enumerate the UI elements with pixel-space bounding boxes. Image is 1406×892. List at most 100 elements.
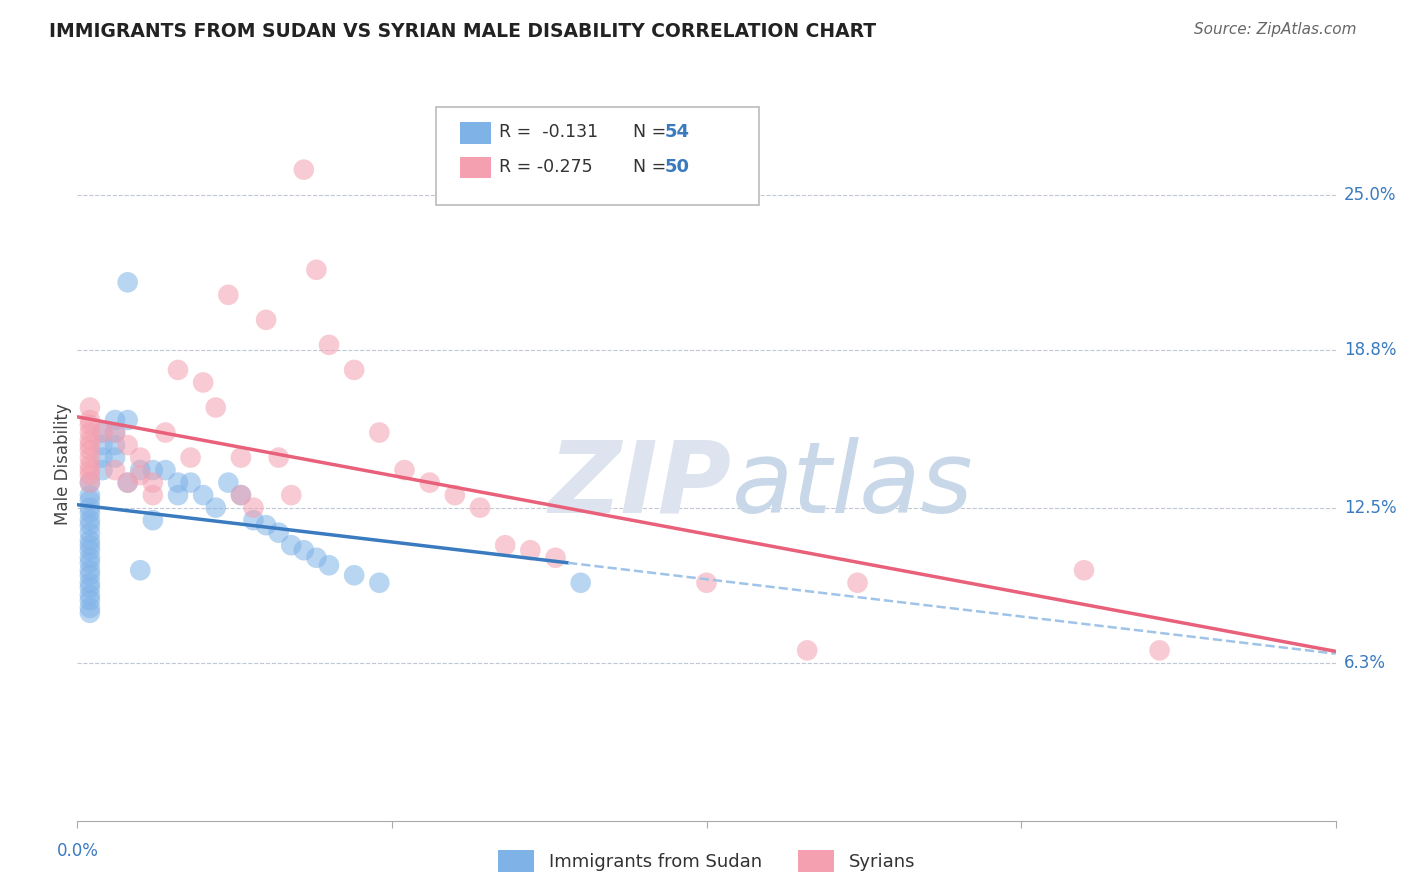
Point bbox=[204, 401, 226, 415]
Text: IMMIGRANTS FROM SUDAN VS SYRIAN MALE DISABILITY CORRELATION CHART: IMMIGRANTS FROM SUDAN VS SYRIAN MALE DIS… bbox=[49, 22, 876, 41]
Point bbox=[368, 425, 391, 440]
Text: 25.0%: 25.0% bbox=[1344, 186, 1396, 203]
Point bbox=[79, 450, 101, 465]
Point bbox=[254, 313, 277, 327]
Point bbox=[191, 376, 215, 390]
Point bbox=[91, 438, 114, 452]
Point bbox=[180, 475, 202, 490]
Point bbox=[544, 550, 567, 565]
Point bbox=[292, 162, 315, 177]
Text: 18.8%: 18.8% bbox=[1344, 341, 1396, 359]
Point bbox=[242, 513, 264, 527]
Point bbox=[79, 518, 101, 533]
Point bbox=[79, 543, 101, 558]
Point bbox=[79, 575, 101, 590]
Point bbox=[79, 563, 101, 577]
Y-axis label: Male Disability: Male Disability bbox=[53, 403, 72, 524]
Point bbox=[104, 463, 127, 477]
Text: 54: 54 bbox=[665, 123, 690, 141]
Point bbox=[318, 338, 340, 352]
Point bbox=[167, 363, 190, 377]
Point bbox=[167, 475, 190, 490]
Point bbox=[229, 450, 252, 465]
Legend: Immigrants from Sudan, Syrians: Immigrants from Sudan, Syrians bbox=[491, 843, 922, 880]
Point bbox=[280, 538, 302, 552]
Point bbox=[79, 581, 101, 595]
Point bbox=[519, 543, 541, 558]
Point bbox=[242, 500, 264, 515]
Point bbox=[419, 475, 441, 490]
Point bbox=[129, 563, 152, 577]
Point bbox=[104, 413, 127, 427]
Point bbox=[79, 556, 101, 570]
Point bbox=[91, 425, 114, 440]
Point bbox=[79, 493, 101, 508]
Point bbox=[104, 438, 127, 452]
Point bbox=[142, 513, 165, 527]
Point bbox=[368, 575, 391, 590]
Point bbox=[569, 575, 592, 590]
Point bbox=[180, 450, 202, 465]
Point bbox=[104, 425, 127, 440]
Text: 6.3%: 6.3% bbox=[1344, 654, 1386, 672]
Point bbox=[79, 606, 101, 620]
Point bbox=[292, 543, 315, 558]
Point bbox=[444, 488, 467, 502]
Text: ZIP: ZIP bbox=[548, 437, 731, 533]
Point bbox=[79, 475, 101, 490]
Point bbox=[129, 463, 152, 477]
Point bbox=[117, 438, 139, 452]
Point bbox=[494, 538, 516, 552]
Text: 50: 50 bbox=[665, 158, 690, 176]
Point bbox=[217, 288, 239, 302]
Point bbox=[79, 500, 101, 515]
Point bbox=[79, 525, 101, 540]
Point bbox=[79, 433, 101, 447]
Point bbox=[280, 488, 302, 502]
Point bbox=[394, 463, 416, 477]
Point bbox=[142, 475, 165, 490]
Point bbox=[117, 475, 139, 490]
Point bbox=[79, 475, 101, 490]
Point bbox=[79, 463, 101, 477]
Point bbox=[796, 643, 818, 657]
Point bbox=[129, 450, 152, 465]
Point bbox=[229, 488, 252, 502]
Point bbox=[79, 600, 101, 615]
Point bbox=[79, 438, 101, 452]
Point bbox=[343, 363, 366, 377]
Point bbox=[79, 513, 101, 527]
Text: Source: ZipAtlas.com: Source: ZipAtlas.com bbox=[1194, 22, 1357, 37]
Text: R = -0.275: R = -0.275 bbox=[499, 158, 593, 176]
Text: N =: N = bbox=[633, 158, 672, 176]
Point bbox=[204, 500, 226, 515]
Point bbox=[79, 568, 101, 582]
Point bbox=[117, 413, 139, 427]
Point bbox=[79, 458, 101, 472]
Point bbox=[267, 450, 290, 465]
Point bbox=[167, 488, 190, 502]
Point bbox=[79, 413, 101, 427]
Point bbox=[229, 488, 252, 502]
Text: N =: N = bbox=[633, 123, 672, 141]
Point bbox=[696, 575, 718, 590]
Point bbox=[79, 417, 101, 432]
Text: R =  -0.131: R = -0.131 bbox=[499, 123, 599, 141]
Point bbox=[267, 525, 290, 540]
Point bbox=[217, 475, 239, 490]
Point bbox=[191, 488, 215, 502]
Point bbox=[79, 468, 101, 483]
Point bbox=[79, 425, 101, 440]
Point bbox=[79, 538, 101, 552]
Point bbox=[117, 475, 139, 490]
Point bbox=[1073, 563, 1095, 577]
Text: 0.0%: 0.0% bbox=[56, 842, 98, 860]
Point bbox=[79, 593, 101, 607]
Point bbox=[104, 450, 127, 465]
Point bbox=[79, 488, 101, 502]
Point bbox=[142, 488, 165, 502]
Point bbox=[155, 463, 177, 477]
Point bbox=[91, 463, 114, 477]
Point bbox=[79, 550, 101, 565]
Point bbox=[91, 450, 114, 465]
